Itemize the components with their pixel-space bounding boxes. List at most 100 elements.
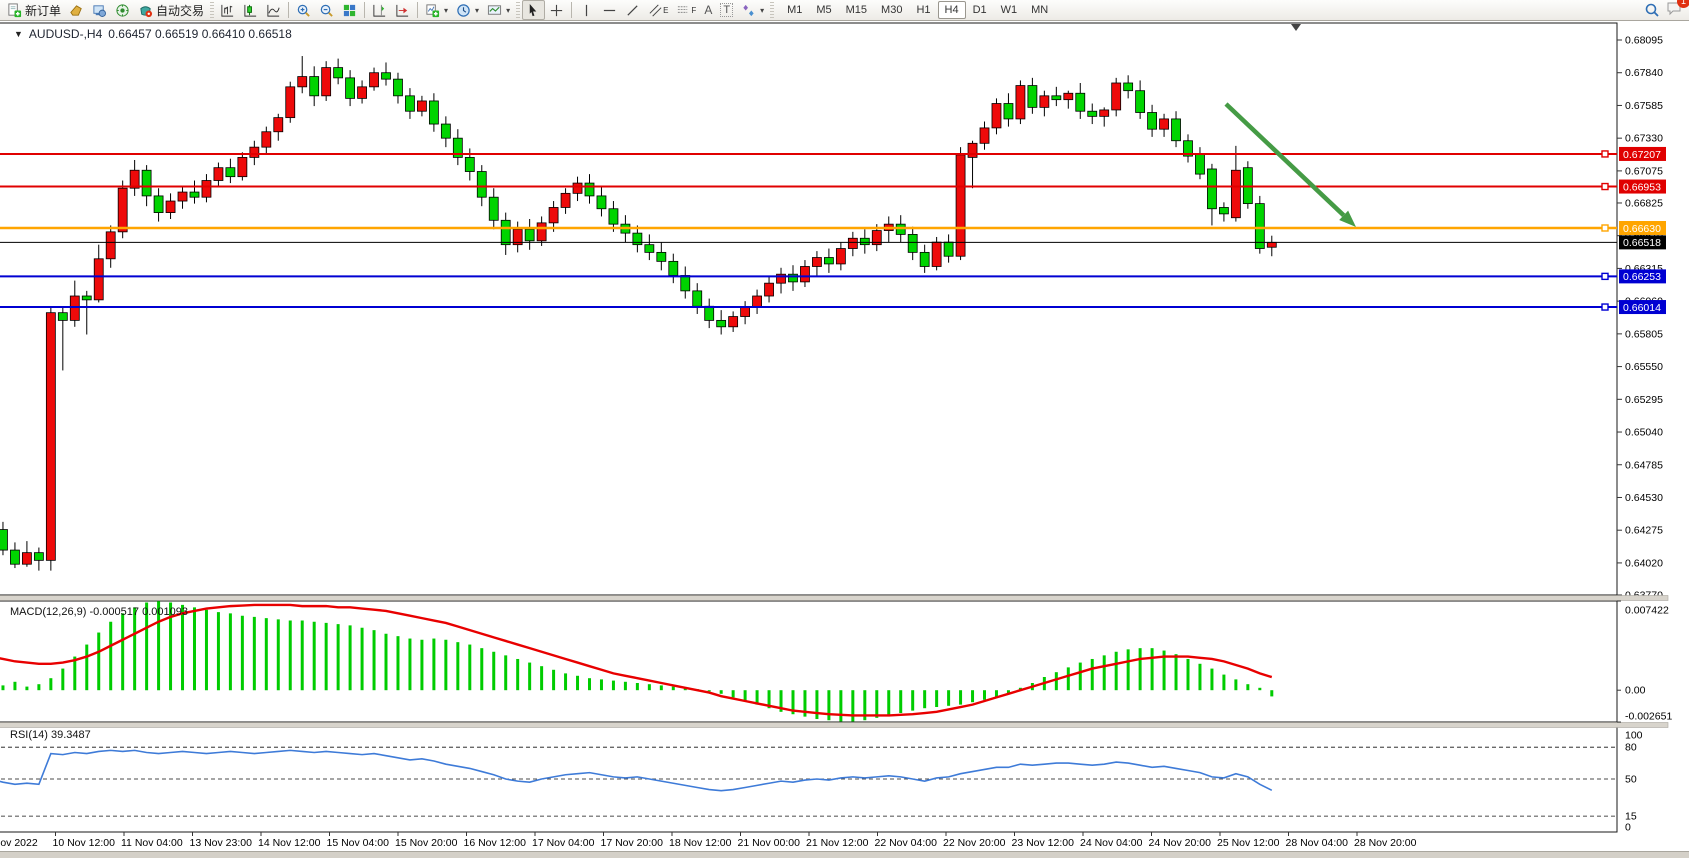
trendline-tool-button[interactable] — [621, 0, 644, 20]
chart-title-dropdown-icon[interactable]: ▼ — [14, 29, 23, 39]
bull-candle — [93, 258, 104, 301]
pane-splitter[interactable] — [0, 722, 1669, 728]
notifications-button[interactable]: 1 — [1666, 0, 1689, 21]
auto-trading-label: 自动交易 — [156, 3, 205, 18]
navigator-button[interactable] — [111, 0, 134, 20]
line-handle[interactable] — [1601, 224, 1609, 232]
bull-candle — [536, 222, 547, 242]
bull-candle — [728, 316, 739, 328]
chart-shift-button[interactable] — [368, 0, 391, 20]
zoom-out-button[interactable] — [315, 0, 338, 20]
bear-candle — [33, 552, 44, 561]
time-axis-label: 23 Nov 12:00 — [1012, 837, 1075, 849]
new-chart-button[interactable]: ▾ — [421, 0, 452, 20]
tf-button-M15[interactable]: M15 — [845, 4, 868, 16]
cursor-tool-button[interactable] — [522, 0, 546, 20]
search-icon[interactable] — [1644, 2, 1660, 18]
toolbar-separator — [417, 2, 419, 18]
time-axis-label: 18 Nov 12:00 — [669, 837, 732, 849]
horizontal-line-tool-button[interactable] — [598, 0, 621, 20]
line-handle[interactable] — [1601, 182, 1609, 191]
bull-candle — [129, 169, 140, 189]
tf-button-D1[interactable]: D1 — [972, 4, 987, 16]
crosshair-tool-button[interactable] — [545, 0, 568, 20]
trend-arrow-line[interactable] — [1224, 102, 1346, 217]
data-window-button[interactable] — [88, 0, 111, 20]
bear-candle — [1207, 168, 1217, 210]
auto-trading-button[interactable]: 自动交易 — [134, 0, 208, 20]
bear-candle — [500, 219, 511, 246]
chart-canvas[interactable]: 0.68095 0.67840 0.67585 0.67330 0.67075 0.668… — [0, 21, 1689, 858]
chart-ohlc-values: 0.66457 0.66519 0.66410 0.66518 — [108, 27, 292, 41]
tf-button-M1[interactable]: M1 — [787, 4, 803, 16]
bear-candle — [1075, 92, 1086, 112]
auto-trading-icon — [140, 5, 153, 17]
time-axis-label: 25 Nov 12:00 — [1217, 837, 1280, 849]
bear-candle — [10, 549, 20, 565]
candlestick-mode-button[interactable] — [239, 0, 262, 20]
trendline-icon — [627, 4, 638, 16]
arrows-tool-button[interactable]: ▾ — [737, 0, 768, 20]
notification-badge: 1 — [1677, 0, 1689, 8]
time-axis-label: 9 Nov 2022 — [0, 837, 38, 849]
tf-button-H4[interactable]: H4 — [937, 1, 966, 19]
bear-candle — [81, 295, 92, 301]
price-axis-tick-label: 0.64020 — [1625, 557, 1663, 569]
tf-button-MN[interactable]: MN — [1031, 4, 1049, 16]
bull-candle — [273, 117, 284, 133]
price-axis-tick-label: 0.68095 — [1625, 35, 1663, 47]
toolbar-separator — [288, 2, 290, 18]
auto-scroll-button[interactable] — [391, 0, 414, 20]
trend-arrow-head[interactable] — [1339, 210, 1356, 227]
line-chart-mode-button[interactable] — [262, 0, 285, 20]
text-label-tool-button[interactable]: T — [716, 0, 737, 20]
candlestick-icon — [244, 4, 257, 17]
bull-candle — [417, 100, 427, 112]
indicators-button[interactable]: ▾ — [483, 0, 514, 20]
price-line-tag-label: 0.67207 — [1623, 149, 1661, 161]
text-tool-button[interactable]: A — [700, 0, 716, 20]
line-handle[interactable] — [1601, 272, 1609, 281]
tf-button-M5[interactable]: M5 — [816, 4, 832, 16]
bar-chart-mode-button[interactable] — [216, 0, 239, 20]
line-handle[interactable] — [1601, 303, 1609, 311]
pane-splitter[interactable] — [0, 595, 1669, 601]
fibonacci-tool-button[interactable]: F — [672, 0, 700, 20]
bull-candle — [117, 187, 128, 233]
price-axis-tick-label: 0.65550 — [1625, 361, 1663, 373]
equidistant-channel-icon — [649, 4, 662, 16]
horizontal-line-icon — [603, 9, 616, 11]
price-axis-tick-label: 0.64530 — [1625, 492, 1663, 504]
rsi-axis-label: 0 — [1625, 822, 1631, 834]
bear-candle — [440, 123, 451, 139]
zoom-in-button[interactable] — [292, 0, 315, 20]
line-handle[interactable] — [1601, 150, 1609, 158]
time-axis-label: 24 Nov 04:00 — [1080, 837, 1143, 849]
bear-candle — [333, 67, 344, 79]
timeframe-toolbar: M1 M5 M15 M30 H1 H4 D1 W1 MN — [780, 1, 1055, 19]
market-watch-button[interactable] — [65, 0, 88, 20]
toolbar-grip — [770, 2, 775, 18]
tf-button-H1[interactable]: H1 — [916, 4, 931, 16]
toolbar-grip — [210, 2, 215, 18]
channel-tool-button[interactable]: E — [644, 0, 672, 20]
bear-candle — [57, 312, 68, 321]
tile-windows-button[interactable] — [338, 0, 361, 20]
bull-candle — [1159, 118, 1169, 130]
vertical-line-tool-button[interactable] — [575, 0, 598, 20]
time-axis-label: 28 Nov 20:00 — [1354, 837, 1417, 849]
bear-candle — [1051, 95, 1062, 101]
profiles-button[interactable]: ▾ — [452, 0, 483, 20]
main-pane-border — [0, 22, 1618, 596]
time-axis-label: 15 Nov 04:00 — [327, 837, 390, 849]
time-axis-label: 28 Nov 04:00 — [1286, 837, 1349, 849]
new-order-button[interactable]: 新订单 — [3, 0, 65, 20]
bear-candle — [1147, 112, 1157, 130]
fibonacci-icon — [678, 5, 688, 13]
tf-button-M30[interactable]: M30 — [881, 4, 903, 16]
shapes-icon — [743, 4, 754, 16]
bear-candle — [608, 208, 619, 225]
tf-button-W1[interactable]: W1 — [1000, 4, 1018, 16]
chart-shift-marker-icon[interactable] — [1291, 24, 1301, 31]
